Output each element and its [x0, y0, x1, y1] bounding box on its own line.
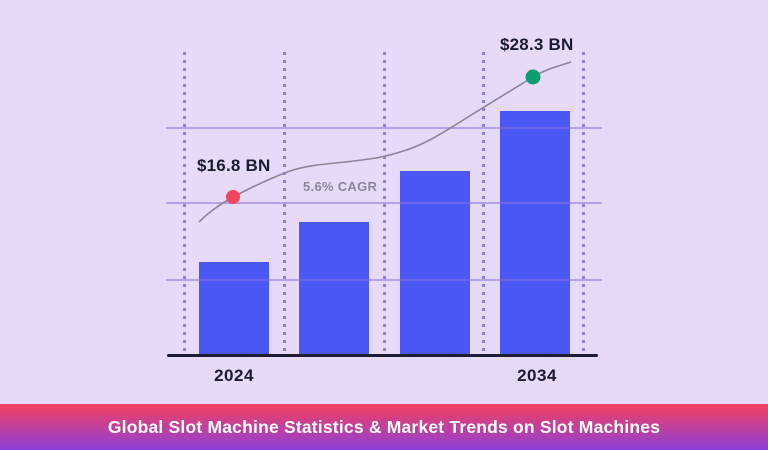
- bar-2034: [500, 111, 570, 355]
- gridline-vertical: [383, 52, 386, 356]
- trend-line: [198, 61, 572, 223]
- gridline-vertical: [582, 52, 585, 356]
- start-marker-dot: [226, 190, 240, 204]
- x-tick-2024: 2024: [214, 366, 254, 385]
- bar-2024: [199, 262, 269, 355]
- bar-year-2: [299, 222, 369, 355]
- bar-year-3: [400, 171, 470, 355]
- banner-title: Global Slot Machine Statistics & Market …: [107, 416, 661, 437]
- end-marker-dot: [525, 69, 541, 85]
- gridline-horizontal: [166, 279, 602, 281]
- x-axis-line: [167, 354, 598, 357]
- gridline-vertical: [283, 52, 286, 356]
- title-banner: Global Slot Machine Statistics & Market …: [0, 404, 768, 450]
- gridline-horizontal: [166, 127, 602, 129]
- cagr-label: 5.6% CAGR: [303, 179, 378, 194]
- end-value-label: $28.3 BN: [500, 35, 574, 54]
- gridline-horizontal: [166, 202, 602, 204]
- x-tick-2034: 2034: [517, 366, 557, 385]
- gridline-vertical: [482, 52, 485, 356]
- start-value-label: $16.8 BN: [197, 156, 271, 175]
- gridline-vertical: [183, 52, 186, 356]
